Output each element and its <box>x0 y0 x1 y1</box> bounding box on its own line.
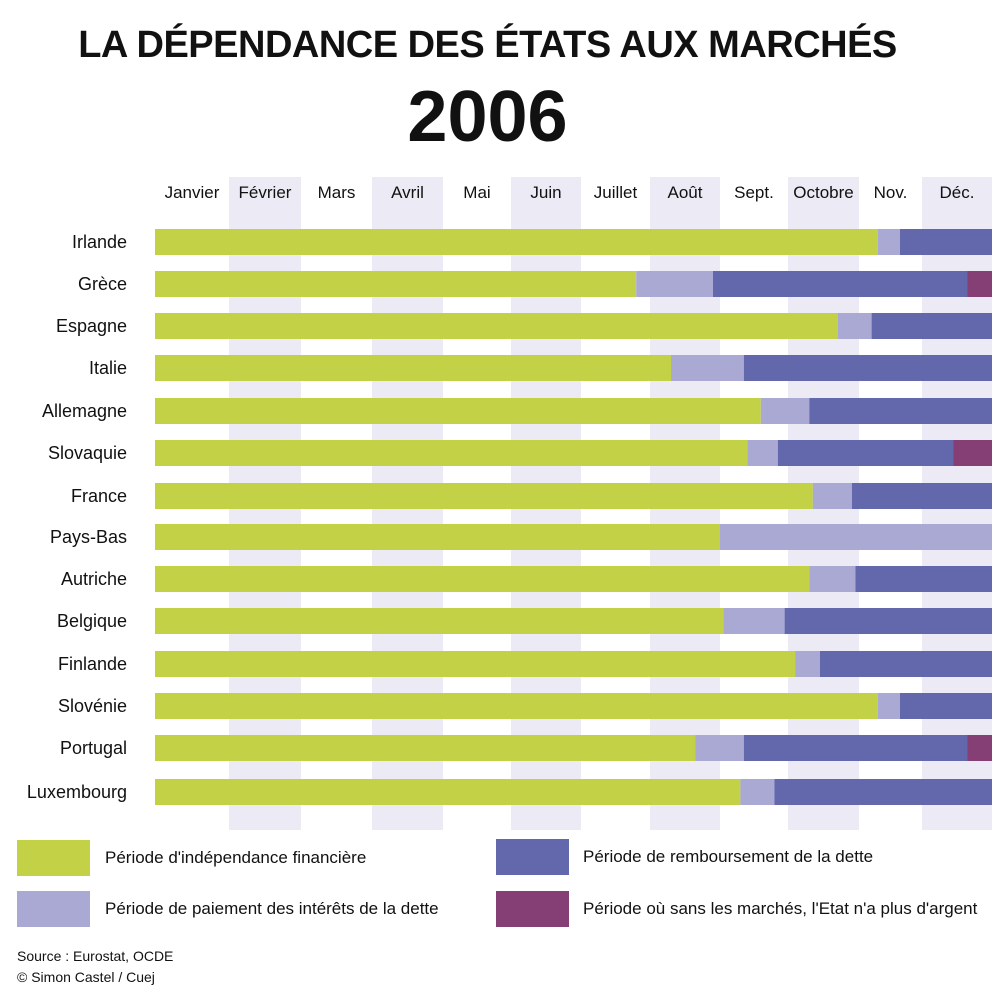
month-label: Février <box>239 183 292 202</box>
month-label: Sept. <box>734 183 774 202</box>
bar-segment-remboursement <box>871 313 992 339</box>
country-label: Espagne <box>56 316 127 336</box>
bar-segment-independance <box>155 313 838 339</box>
country-label: Autriche <box>61 569 127 589</box>
country-label: Grèce <box>78 274 127 294</box>
bar-segment-remboursement <box>784 608 992 634</box>
bar-segment-interets <box>723 608 785 634</box>
legend-label-interets: Période de paiement des intérêts de la d… <box>105 899 439 918</box>
bar-segment-remboursement <box>899 693 992 719</box>
month-label: Juillet <box>594 183 638 202</box>
bar-segment-interets <box>809 566 856 592</box>
bar-segment-sans_argent <box>953 440 992 466</box>
chart-subtitle: 2006 <box>407 77 568 157</box>
bar-segment-remboursement <box>713 271 968 297</box>
credit-text: © Simon Castel / Cuej <box>17 969 155 985</box>
bar-segment-interets <box>636 271 713 297</box>
country-label: Finlande <box>58 654 127 674</box>
bar-segment-interets <box>671 355 744 381</box>
bar-segment-interets <box>720 524 992 550</box>
legend-swatch-sans-argent <box>496 891 569 927</box>
bar-segment-interets <box>760 398 810 424</box>
legend-swatch-interets <box>17 891 90 927</box>
month-label: Octobre <box>793 183 853 202</box>
bar-segment-independance <box>155 271 637 297</box>
bar-segment-remboursement <box>743 735 968 761</box>
country-label: Slovaquie <box>48 443 127 463</box>
country-label: Slovénie <box>58 696 127 716</box>
legend-label-sans-argent: Période où sans les marchés, l'Etat n'a … <box>583 899 978 918</box>
legend-swatch-remboursement <box>496 839 569 875</box>
bar-segment-remboursement <box>899 229 992 255</box>
bar-segment-independance <box>155 651 796 677</box>
month-label: Avril <box>391 183 424 202</box>
bar-segment-independance <box>155 483 813 509</box>
bar-segment-sans_argent <box>967 735 992 761</box>
country-label: Portugal <box>60 738 127 758</box>
bar-segment-interets <box>877 693 900 719</box>
bar-segment-independance <box>155 779 741 805</box>
country-label: France <box>71 486 127 506</box>
bar-segment-independance <box>155 608 724 634</box>
month-label: Mai <box>463 183 490 202</box>
country-label: Italie <box>89 358 127 378</box>
bar-segment-independance <box>155 398 761 424</box>
bar-segment-interets <box>740 779 775 805</box>
bar-segment-remboursement <box>774 779 992 805</box>
month-label: Janvier <box>165 183 220 202</box>
month-label: Juin <box>530 183 561 202</box>
chart-title: LA DÉPENDANCE DES ÉTATS AUX MARCHÉS <box>78 24 897 66</box>
country-label: Irlande <box>72 232 127 252</box>
bar-segment-remboursement <box>743 355 992 381</box>
legend-swatch-independance <box>17 840 90 876</box>
country-label: Pays-Bas <box>50 527 127 547</box>
bar-segment-interets <box>837 313 872 339</box>
source-text: Source : Eurostat, OCDE <box>17 948 174 964</box>
bar-segment-independance <box>155 440 748 466</box>
bar-segment-remboursement <box>855 566 992 592</box>
bar-segment-interets <box>877 229 900 255</box>
bar-segment-independance <box>155 693 878 719</box>
bar-segment-interets <box>695 735 744 761</box>
bar-segment-independance <box>155 566 810 592</box>
legend-label-remboursement: Période de remboursement de la dette <box>583 847 874 866</box>
bar-segment-independance <box>155 229 878 255</box>
country-label: Belgique <box>57 611 127 631</box>
month-label: Août <box>668 183 703 202</box>
bar-segment-remboursement <box>819 651 992 677</box>
bar-segment-remboursement <box>809 398 992 424</box>
country-label: Allemagne <box>42 401 127 421</box>
bar-segment-remboursement <box>851 483 992 509</box>
legend-label-independance: Période d'indépendance financière <box>105 848 367 867</box>
month-label: Déc. <box>940 183 975 202</box>
bar-segment-independance <box>155 355 671 381</box>
month-label: Nov. <box>874 183 908 202</box>
bar-segment-interets <box>812 483 852 509</box>
bar-segment-interets <box>795 651 820 677</box>
bar-segment-independance <box>155 735 696 761</box>
bar-segment-sans_argent <box>967 271 992 297</box>
bar-segment-remboursement <box>777 440 954 466</box>
country-label: Luxembourg <box>27 782 127 802</box>
month-label: Mars <box>318 183 356 202</box>
bar-segment-independance <box>155 524 720 550</box>
bar-segment-interets <box>747 440 778 466</box>
